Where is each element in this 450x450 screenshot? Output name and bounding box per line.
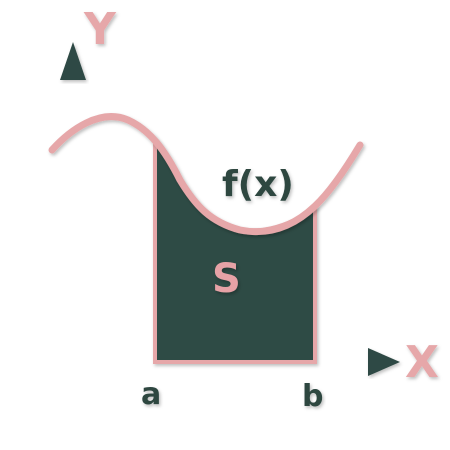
y-axis-arrow-icon [60, 42, 86, 80]
y-axis-label: Y [83, 4, 117, 55]
upper-bound-label: b [302, 379, 323, 414]
area-label: S [212, 256, 241, 302]
function-curve [48, 113, 364, 236]
x-axis-arrow-icon [368, 348, 400, 376]
lower-bound-label: a [141, 377, 161, 412]
function-label: f(x) [222, 164, 294, 205]
x-axis-label: X [405, 337, 439, 388]
